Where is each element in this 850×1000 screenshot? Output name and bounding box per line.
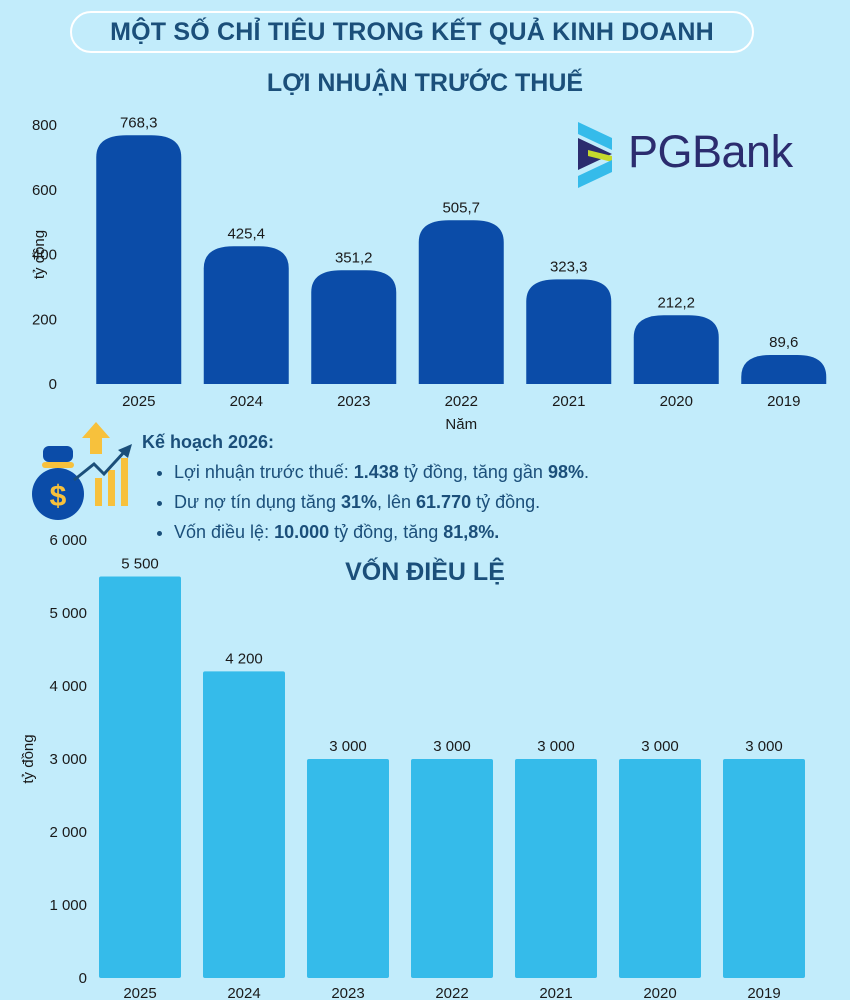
pgbank-logo-mark-icon <box>578 122 612 188</box>
y-tick-label: 0 <box>79 970 87 987</box>
y-tick-label: 6 000 <box>49 532 87 549</box>
bar <box>723 759 805 978</box>
bar <box>311 270 397 384</box>
x-axis-label: Năm <box>445 416 477 433</box>
bar <box>307 759 389 978</box>
data-label: 323,3 <box>550 258 588 275</box>
data-label: 212,2 <box>657 294 695 311</box>
x-tick-label: 2021 <box>539 985 572 1000</box>
data-label: 3 000 <box>537 738 575 755</box>
bar <box>96 135 182 384</box>
data-label: 3 000 <box>745 738 783 755</box>
data-label: 768,3 <box>120 114 158 131</box>
plan-list: Lợi nhuận trước thuế: 1.438 tỷ đồng, tăn… <box>142 457 589 547</box>
x-tick-label: 2025 <box>122 393 155 410</box>
plan-2026: Kế hoạch 2026: Lợi nhuận trước thuế: 1.4… <box>142 432 589 547</box>
y-tick-label: 2 000 <box>49 824 87 841</box>
bar <box>418 220 504 384</box>
y-tick-label: 1 000 <box>49 897 87 914</box>
x-tick-label: 2022 <box>435 985 468 1000</box>
plan-item-credit: Dư nợ tín dụng tăng 31%, lên 61.770 tỷ đ… <box>174 487 589 517</box>
plan-title: Kế hoạch 2026: <box>142 432 275 452</box>
pgbank-logo-text: PGBank <box>628 126 793 177</box>
pgbank-logo: PGBank <box>572 118 817 192</box>
x-tick-label: 2023 <box>331 985 364 1000</box>
x-tick-label: 2021 <box>552 393 585 410</box>
y-axis-label: tỷ đồng <box>31 230 48 279</box>
y-tick-label: 600 <box>32 182 57 199</box>
data-label: 505,7 <box>442 199 480 216</box>
data-label: 3 000 <box>433 738 471 755</box>
y-tick-label: 200 <box>32 311 57 328</box>
page-header: MỘT SỐ CHỈ TIÊU TRONG KẾT QUẢ KINH DOANH <box>70 11 754 53</box>
bar <box>633 315 719 384</box>
bar <box>515 759 597 978</box>
data-label: 351,2 <box>335 249 373 266</box>
bar <box>99 576 181 978</box>
bar <box>741 354 827 384</box>
x-tick-label: 2019 <box>747 985 780 1000</box>
x-tick-label: 2020 <box>660 393 693 410</box>
y-tick-label: 800 <box>32 117 57 134</box>
data-label: 3 000 <box>641 738 679 755</box>
plan-item-profit: Lợi nhuận trước thuế: 1.438 tỷ đồng, tăn… <box>174 457 589 487</box>
bar <box>411 759 493 978</box>
money-bag-growth-icon: $ <box>32 422 132 520</box>
y-tick-label: 4 000 <box>49 678 87 695</box>
x-tick-label: 2022 <box>445 393 478 410</box>
profit-chart-title: LỢI NHUẬN TRƯỚC THUẾ <box>266 69 584 97</box>
y-tick-label: 3 000 <box>49 751 87 768</box>
data-label: 425,4 <box>227 225 265 242</box>
data-label: 4 200 <box>225 650 263 667</box>
x-tick-label: 2024 <box>227 985 260 1000</box>
x-tick-label: 2023 <box>337 393 370 410</box>
svg-text:$: $ <box>50 480 67 513</box>
y-tick-label: 400 <box>32 247 57 264</box>
x-tick-label: 2019 <box>767 393 800 410</box>
y-tick-label: 5 000 <box>49 605 87 622</box>
x-tick-label: 2025 <box>123 985 156 1000</box>
x-tick-label: 2020 <box>643 985 676 1000</box>
page-title: MỘT SỐ CHỈ TIÊU TRONG KẾT QUẢ KINH DOANH <box>110 17 714 46</box>
y-axis-label: tỷ đồng <box>20 734 37 783</box>
data-label: 3 000 <box>329 738 367 755</box>
bar <box>526 279 612 384</box>
x-tick-label: 2024 <box>230 393 263 410</box>
data-label: 89,6 <box>769 334 798 351</box>
plan-item-capital: Vốn điều lệ: 10.000 tỷ đồng, tăng 81,8%. <box>174 517 589 547</box>
bar <box>619 759 701 978</box>
data-label: 5 500 <box>121 556 159 573</box>
capital-chart-title: VỐN ĐIỀU LỆ <box>345 558 505 586</box>
capital-chart: 0 1 000 2 000 3 000 4 000 5 000 6 000 5 500 2025… <box>20 532 805 1000</box>
bar <box>203 671 285 978</box>
y-tick-label: 0 <box>49 376 57 393</box>
bar <box>203 246 289 384</box>
profit-chart: 0 200 400 600 800 768,3 2025 425,4 2024 351,2 2023… <box>31 114 827 433</box>
